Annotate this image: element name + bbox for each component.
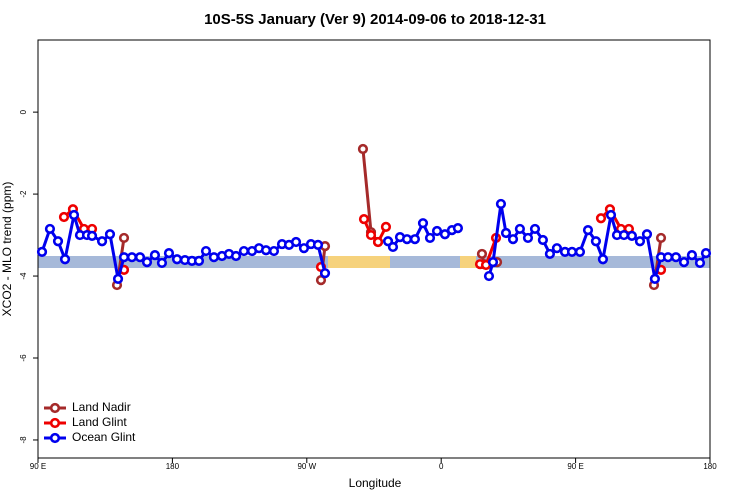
data-point (500, 227, 512, 239)
data-point (694, 257, 706, 269)
data-point (452, 223, 464, 234)
x-axis-label: Longitude (349, 476, 402, 490)
data-point (507, 234, 519, 245)
data-point (44, 223, 56, 235)
data-point (358, 213, 370, 225)
data-point (476, 248, 488, 260)
legend-label: Ocean Glint (72, 430, 136, 444)
data-point (112, 273, 124, 285)
data-point (260, 245, 272, 256)
data-point (104, 229, 116, 240)
data-point (626, 230, 637, 241)
data-point (126, 252, 138, 263)
data-point (582, 225, 594, 236)
data-point (96, 236, 108, 247)
data-point (686, 250, 698, 261)
data-point (380, 221, 392, 232)
data-point (149, 250, 161, 261)
data-point (566, 246, 578, 257)
data-point (670, 252, 682, 263)
data-point (522, 232, 534, 244)
data-point (290, 236, 302, 248)
data-point (597, 254, 609, 265)
data-point (655, 232, 667, 244)
data-point (141, 257, 153, 268)
data-point (298, 243, 310, 254)
data-point (417, 218, 429, 229)
chart-title: 10S-5S January (Ver 9) 2014-09-06 to 201… (204, 11, 546, 28)
data-point (387, 241, 399, 253)
legend-marker (49, 432, 61, 444)
land-band (460, 256, 476, 268)
x-tick-label: 90 E (30, 462, 46, 471)
data-point (156, 257, 168, 269)
data-point (200, 245, 212, 257)
data-point (193, 255, 205, 266)
data-point (514, 223, 525, 235)
data-point (315, 275, 327, 286)
data-point (537, 234, 548, 246)
data-point (59, 254, 71, 265)
data-point (634, 236, 646, 247)
plot-frame (37, 39, 711, 459)
x-tick-label: 90 W (297, 462, 316, 471)
data-point (268, 245, 280, 257)
data-point (58, 211, 70, 223)
x-tick-label: 180 (166, 462, 180, 471)
y-tick-label: -2 (19, 190, 28, 198)
data-point (86, 230, 98, 241)
y-axis-label: XCO2 - MLO trend (ppm) (0, 182, 14, 317)
legend-label: Land Nadir (72, 400, 131, 414)
data-point (551, 243, 563, 254)
data-point (618, 229, 630, 241)
land-band (328, 256, 390, 268)
x-tick-label: 0 (439, 462, 444, 471)
data-point (700, 247, 712, 259)
data-point (641, 229, 653, 240)
data-point (529, 223, 541, 235)
y-tick-label: -6 (19, 354, 28, 362)
y-tick-label: -4 (19, 272, 28, 280)
data-point (678, 257, 690, 268)
data-point (238, 245, 250, 257)
data-point (495, 198, 507, 210)
data-point (544, 248, 556, 260)
data-point (118, 252, 130, 263)
data-point (662, 252, 674, 263)
data-point (483, 270, 495, 282)
data-point (134, 252, 146, 263)
data-point (431, 225, 443, 237)
legend-marker (49, 417, 61, 429)
data-point (163, 247, 175, 259)
data-point (401, 234, 413, 245)
data-point (605, 209, 617, 221)
y-tick-label: 0 (19, 109, 28, 114)
data-point (68, 209, 80, 221)
y-tick-label: -8 (19, 436, 28, 444)
data-point (590, 236, 602, 247)
data-point (52, 236, 64, 247)
legend-marker (49, 402, 61, 414)
data-point (574, 246, 586, 257)
data-point (171, 254, 183, 265)
data-point (372, 236, 384, 248)
data-point (365, 229, 377, 241)
x-tick-label: 180 (703, 462, 717, 471)
data-point (208, 252, 220, 263)
x-tick-label: 90 E (567, 462, 583, 471)
data-point (649, 273, 660, 285)
data-point (118, 232, 130, 244)
legend-label: Land Glint (72, 415, 127, 429)
data-point (409, 234, 421, 245)
data-point (230, 250, 242, 262)
data-point (36, 246, 48, 257)
data-point (319, 268, 331, 279)
data-point (357, 143, 369, 155)
data-point (424, 232, 436, 244)
data-point (487, 257, 499, 268)
data-point (439, 229, 451, 240)
data-point (595, 213, 607, 224)
data-point (312, 239, 324, 251)
